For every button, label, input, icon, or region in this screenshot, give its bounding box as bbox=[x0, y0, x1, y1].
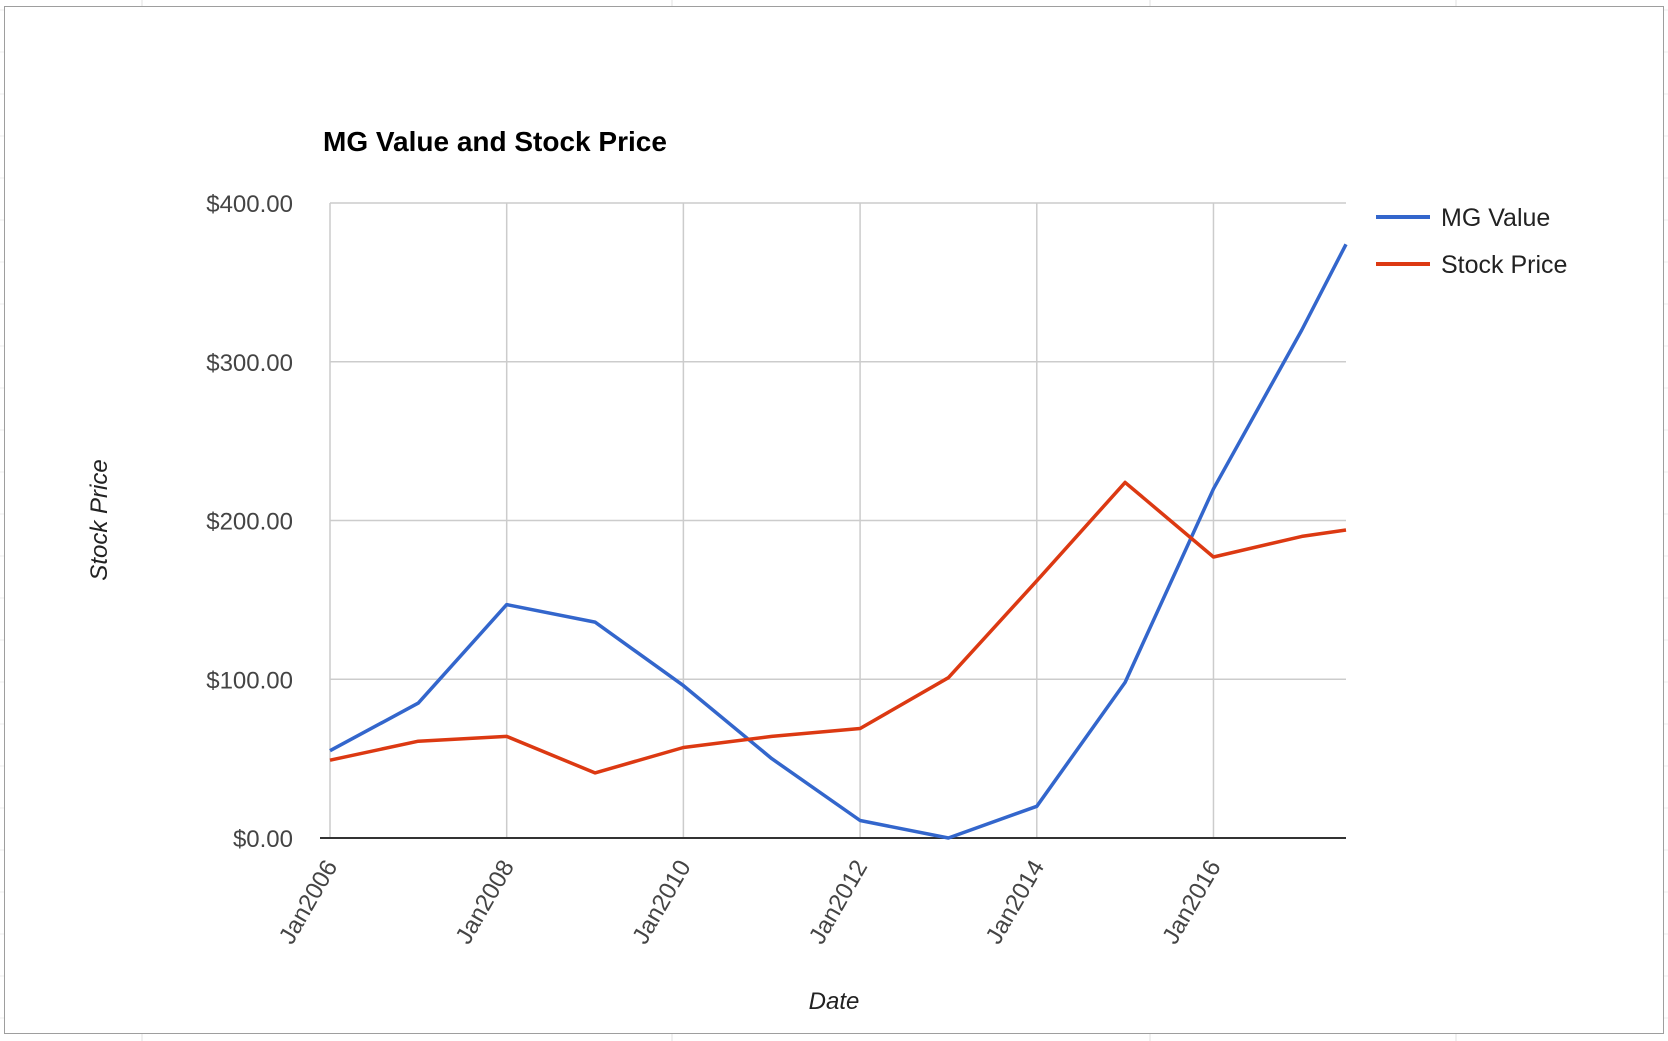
chart-title: MG Value and Stock Price bbox=[323, 126, 667, 157]
y-axis-tick-labels: $0.00 $100.00 $200.00 $300.00 $400.00 bbox=[206, 191, 293, 853]
x-tick-label: Jan2016 bbox=[1157, 856, 1226, 949]
y-axis-title: Stock Price bbox=[86, 459, 113, 580]
y-tick-label: $0.00 bbox=[233, 826, 293, 853]
legend: MG Value Stock Price bbox=[1376, 204, 1567, 279]
x-axis-title: Date bbox=[809, 988, 860, 1015]
series-lines bbox=[329, 243, 1348, 840]
x-axis-tick-labels: Jan2006 Jan2008 Jan2010 Jan2012 Jan2014 Jan20… bbox=[274, 856, 1227, 949]
legend-label: MG Value bbox=[1441, 204, 1550, 232]
x-tick-label: Jan2010 bbox=[627, 856, 696, 949]
legend-label: Stock Price bbox=[1441, 251, 1567, 279]
gridlines bbox=[320, 202, 1346, 839]
x-tick-label: Jan2014 bbox=[981, 856, 1050, 949]
y-tick-label: $100.00 bbox=[206, 667, 293, 694]
series-line-mg-value bbox=[329, 243, 1348, 840]
x-tick-label: Jan2006 bbox=[274, 856, 343, 949]
x-tick-label: Jan2008 bbox=[450, 856, 519, 949]
y-tick-label: $200.00 bbox=[206, 509, 293, 536]
y-tick-label: $300.00 bbox=[206, 350, 293, 377]
y-tick-label: $400.00 bbox=[206, 191, 293, 218]
series-line-stock-price bbox=[329, 480, 1347, 775]
x-tick-label: Jan2012 bbox=[804, 856, 873, 949]
